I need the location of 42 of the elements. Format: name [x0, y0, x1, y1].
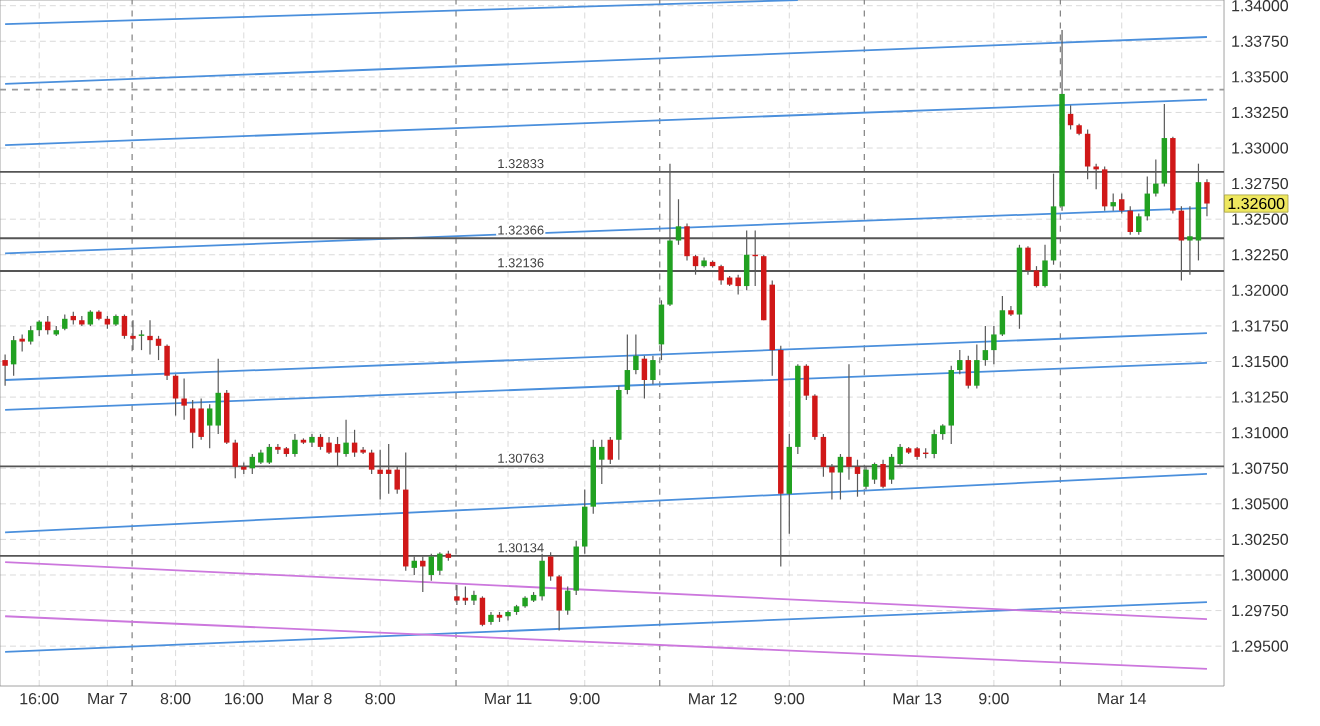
candlestick [650, 355, 656, 385]
candlestick [121, 313, 128, 340]
candlestick [556, 574, 562, 632]
candlestick [658, 299, 665, 361]
candlestick [309, 433, 315, 448]
candlestick [181, 377, 187, 421]
candlestick [462, 585, 469, 606]
candlestick [471, 590, 477, 606]
candlestick [505, 609, 511, 622]
candlestick [1204, 178, 1210, 217]
candlestick [454, 584, 460, 606]
candlestick [189, 399, 196, 449]
candlestick [198, 397, 204, 441]
candlestick [292, 433, 298, 458]
candlestick [965, 355, 972, 390]
candlestick [164, 343, 170, 381]
candlestick [27, 325, 34, 346]
candlestick [2, 353, 8, 387]
candlestick [351, 429, 358, 458]
candlestick [633, 333, 639, 375]
candlestick [138, 329, 145, 351]
candlestick [812, 393, 818, 441]
candlestick [624, 333, 631, 395]
candlestick [982, 325, 989, 367]
candlestick [974, 343, 980, 390]
candlestick [803, 363, 810, 401]
candlestick [172, 373, 179, 417]
candlestick [147, 319, 153, 355]
candlestick [479, 595, 486, 627]
candlestick [564, 585, 571, 616]
candlestick [155, 335, 162, 361]
candlestick [1119, 192, 1125, 215]
candlestick [991, 325, 997, 365]
candlestick [215, 358, 221, 435]
candlestick [931, 429, 937, 459]
candlestick [275, 443, 281, 455]
candlestick [641, 355, 648, 400]
candlestick [343, 419, 349, 458]
candlestick [10, 335, 17, 377]
candlestick [957, 349, 963, 375]
candlestick [999, 295, 1006, 337]
candlestick [130, 319, 136, 351]
